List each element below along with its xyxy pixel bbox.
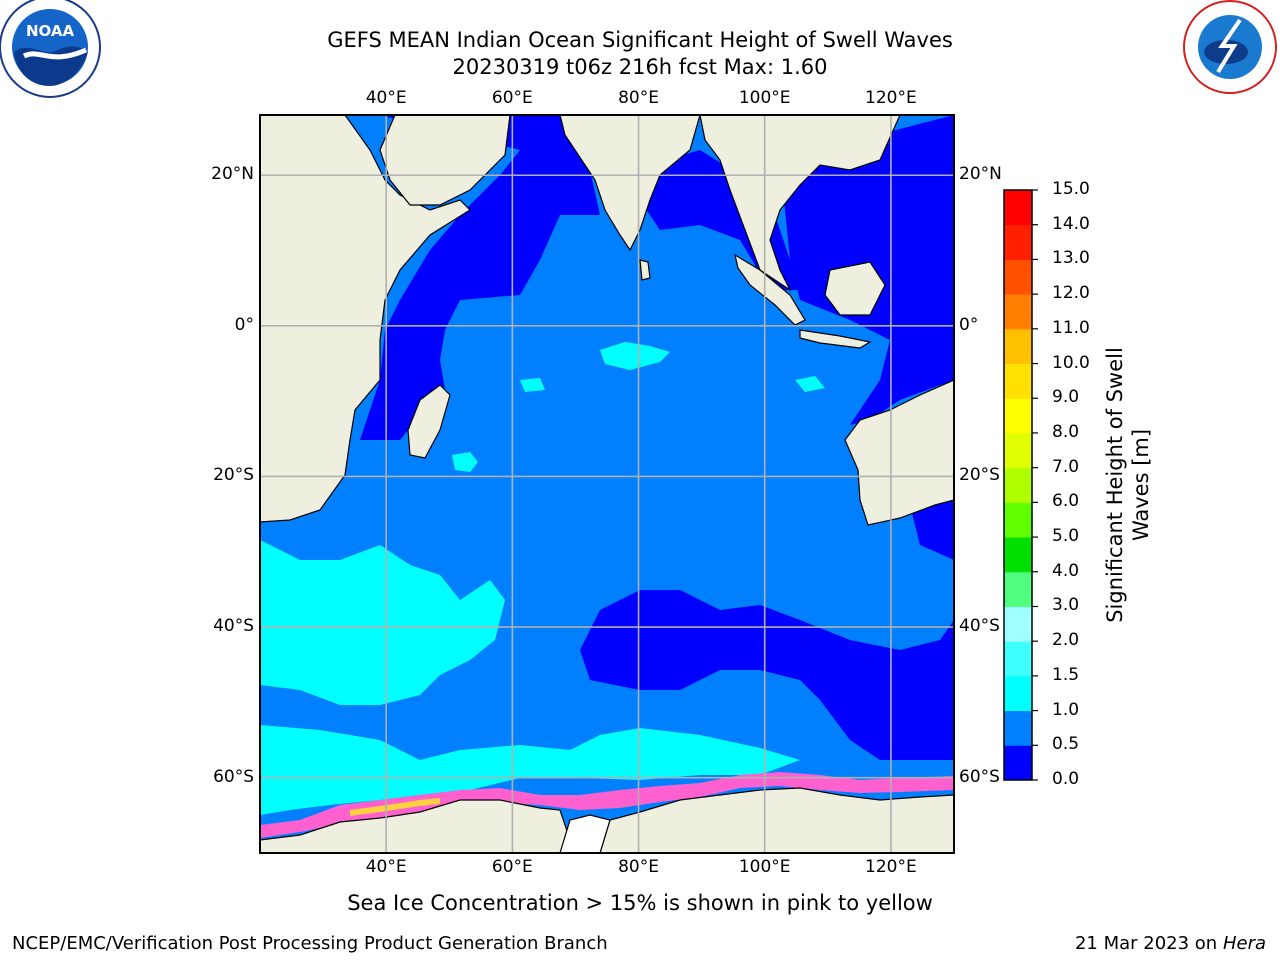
land-antarctica-shelf — [559, 814, 611, 853]
colorbar-label-line2: Waves [m] — [1129, 428, 1153, 542]
land-masses — [260, 115, 954, 853]
land-java — [799, 329, 872, 349]
colorbar-tick-label: 7.0 — [1052, 456, 1080, 477]
map-grid — [260, 115, 954, 853]
colorbar-segment — [1004, 467, 1032, 503]
footer-org: NCEP/EMC/Verification Post Processing Pr… — [12, 933, 608, 954]
lon-tick-top: 80°E — [618, 88, 659, 108]
colorbar-segment — [1004, 190, 1032, 226]
noaa-logo-text: NOAA — [26, 22, 75, 40]
swell-region-low-arabian-sea — [360, 115, 600, 440]
lon-tick-bottom: 60°E — [491, 857, 533, 877]
lat-tick-right: 20°N — [959, 164, 1002, 185]
colorbar-tick-label: 3.0 — [1052, 595, 1080, 616]
colorbar — [1003, 189, 1038, 781]
colorbar-segment — [1004, 641, 1032, 677]
lat-tick-left: 0° — [234, 314, 254, 335]
lon-tick-top: 40°E — [365, 88, 407, 108]
lon-tick-bottom: 100°E — [738, 857, 791, 877]
lat-tick-left: 20°N — [211, 164, 254, 185]
lon-tick-bottom: 120°E — [865, 857, 917, 877]
swell-region-mid-equatorial-patch — [600, 342, 670, 370]
land-arabia — [379, 115, 511, 206]
lat-tick-left: 60°S — [213, 766, 254, 787]
footer-host: Hera — [1222, 933, 1266, 954]
footer-date-host: 21 Mar 2023 on Hera — [1075, 933, 1266, 954]
land-africa — [260, 115, 471, 523]
lat-tick-right: 60°S — [959, 766, 1000, 787]
lon-tick-top: 100°E — [738, 88, 791, 108]
lat-tick-right: 20°S — [959, 465, 1000, 486]
colorbar-segment — [1004, 571, 1032, 607]
land-sri-lanka — [639, 259, 651, 281]
land-antarctica-east — [599, 787, 954, 853]
lat-tick-right: 0° — [959, 314, 979, 335]
colorbar-tick-label: 11.0 — [1052, 317, 1090, 338]
colorbar-tick-label: 14.0 — [1052, 213, 1090, 234]
colorbar-segment — [1004, 502, 1032, 538]
swell-region-low-south-australia — [580, 500, 954, 760]
colorbar-tick-label: 5.0 — [1052, 526, 1080, 547]
colorbar-segment — [1004, 432, 1032, 469]
map-subtitle: 20230319 t06z 216h fcst Max: 1.60 — [452, 55, 828, 79]
colorbar-tick-label: 8.0 — [1052, 421, 1080, 442]
lon-tick-top: 60°E — [491, 88, 533, 108]
sea-ice-band-edge — [350, 798, 440, 816]
swell-region-mid-patch-3 — [795, 376, 825, 392]
colorbar-segment — [1004, 398, 1032, 434]
colorbar-tick-label: 0.5 — [1052, 734, 1080, 755]
colorbar-segment — [1004, 259, 1032, 295]
colorbar-segment — [1004, 675, 1032, 712]
map-title: GEFS MEAN Indian Ocean Significant Heigh… — [327, 28, 953, 52]
lat-tick-right: 40°S — [959, 616, 1000, 637]
footer-date: 21 Mar 2023 on — [1074, 933, 1218, 954]
colorbar-segment — [1004, 710, 1032, 746]
lat-tick-left: 20°S — [213, 465, 254, 486]
colorbar-tick-label: 12.0 — [1052, 283, 1090, 304]
map-plot-area — [260, 115, 954, 853]
colorbar-segment — [1004, 537, 1032, 573]
colorbar-tick-label: 10.0 — [1052, 352, 1090, 373]
swell-region-mid-patch-2 — [520, 378, 545, 392]
land-sumatra — [734, 253, 806, 326]
swell-region-mid-south-belt — [260, 725, 800, 815]
colorbar-tick-label: 6.0 — [1052, 491, 1080, 512]
sea-ice-note: Sea Ice Concentration > 15% is shown in … — [347, 891, 933, 915]
colorbar-segment — [1004, 328, 1032, 365]
colorbar-tick-label: 1.0 — [1052, 699, 1080, 720]
swell-region-mid-southwest — [260, 540, 505, 705]
colorbar-tick-label: 1.5 — [1052, 664, 1080, 685]
colorbar-tick-label: 2.0 — [1052, 630, 1080, 651]
noaa-logo-icon: NOAA — [0, 0, 101, 98]
colorbar-segment — [1004, 294, 1032, 330]
land-madagascar — [407, 384, 451, 459]
lon-tick-bottom: 80°E — [618, 857, 659, 877]
nws-logo-icon — [1183, 0, 1277, 94]
lat-tick-left: 40°S — [213, 616, 254, 637]
land-australia — [844, 379, 954, 526]
colorbar-tick-label: 15.0 — [1052, 179, 1090, 199]
land-india — [559, 115, 701, 252]
lon-tick-bottom: 40°E — [365, 857, 407, 877]
colorbar-tick-label: 0.0 — [1052, 769, 1080, 789]
lon-tick-top: 120°E — [865, 88, 917, 108]
colorbar-tick-label: 13.0 — [1052, 248, 1090, 269]
colorbar-segment — [1004, 363, 1032, 399]
colorbar-tick-label: 4.0 — [1052, 560, 1080, 581]
swell-region-mid-south-patch — [452, 452, 478, 472]
land-borneo — [824, 261, 886, 316]
map-frame — [259, 114, 955, 854]
colorbar-segment — [1004, 606, 1032, 642]
colorbar-label-line1: Significant Height of Swell — [1103, 347, 1127, 623]
colorbar-segment — [1004, 745, 1032, 781]
colorbar-tick-label: 9.0 — [1052, 387, 1080, 408]
sea-ice-band — [260, 772, 954, 838]
colorbar-segment — [1004, 224, 1032, 260]
colorbar-frame — [1003, 189, 1033, 781]
